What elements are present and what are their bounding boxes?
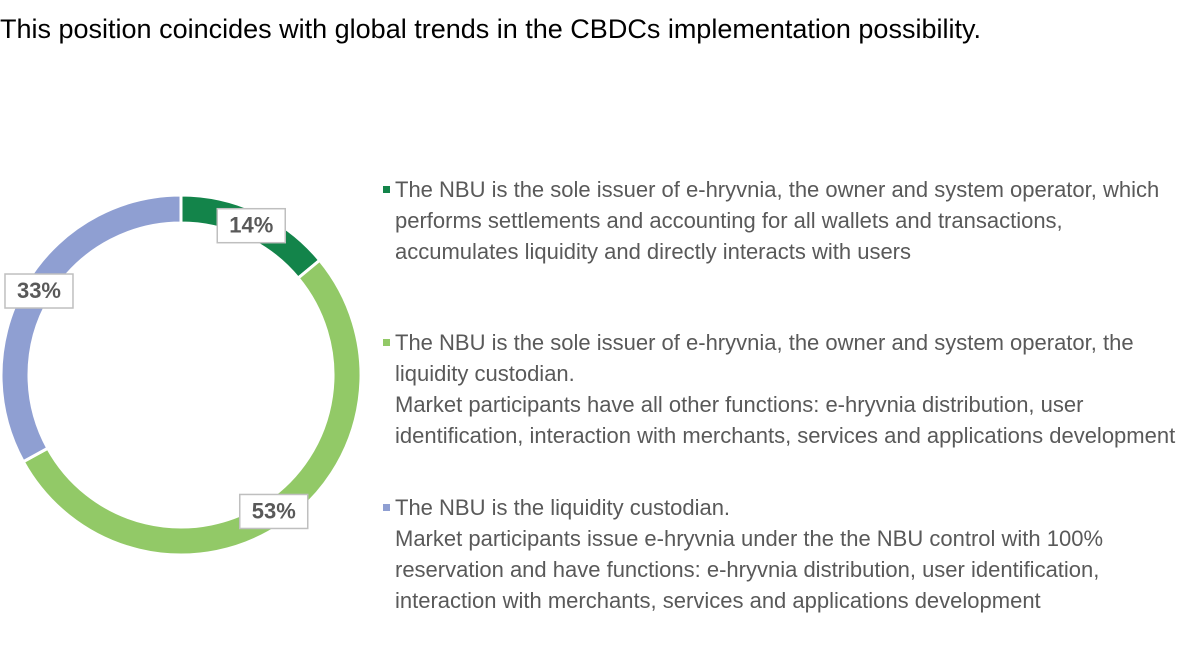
legend-marker [383, 504, 390, 511]
legend-marker [383, 339, 390, 346]
data-label: 33% [17, 278, 61, 303]
donut-slice [21, 258, 363, 557]
legend-text: The NBU is the sole issuer of e-hryvnia,… [395, 330, 1176, 448]
legend-text: The NBU is the sole issuer of e-hryvnia,… [395, 177, 1160, 264]
label-box [4, 273, 74, 309]
legend-item: The NBU is the sole issuer of e-hryvnia,… [383, 327, 1190, 451]
donut-chart: 14% 53% 33% [0, 193, 363, 557]
legend-text: The NBU is the liquidity custodian. Mark… [395, 495, 1104, 613]
label-box [216, 207, 287, 244]
data-label: 53% [252, 498, 296, 523]
data-label: 14% [229, 213, 273, 238]
donut-slice [0, 193, 183, 464]
legend-item: The NBU is the liquidity custodian. Mark… [383, 492, 1190, 616]
label-box [238, 493, 309, 530]
legend-item: The NBU is the sole issuer of e-hryvnia,… [383, 174, 1190, 267]
legend-marker [383, 186, 390, 193]
subtitle: This position coincides with global tren… [0, 14, 981, 44]
